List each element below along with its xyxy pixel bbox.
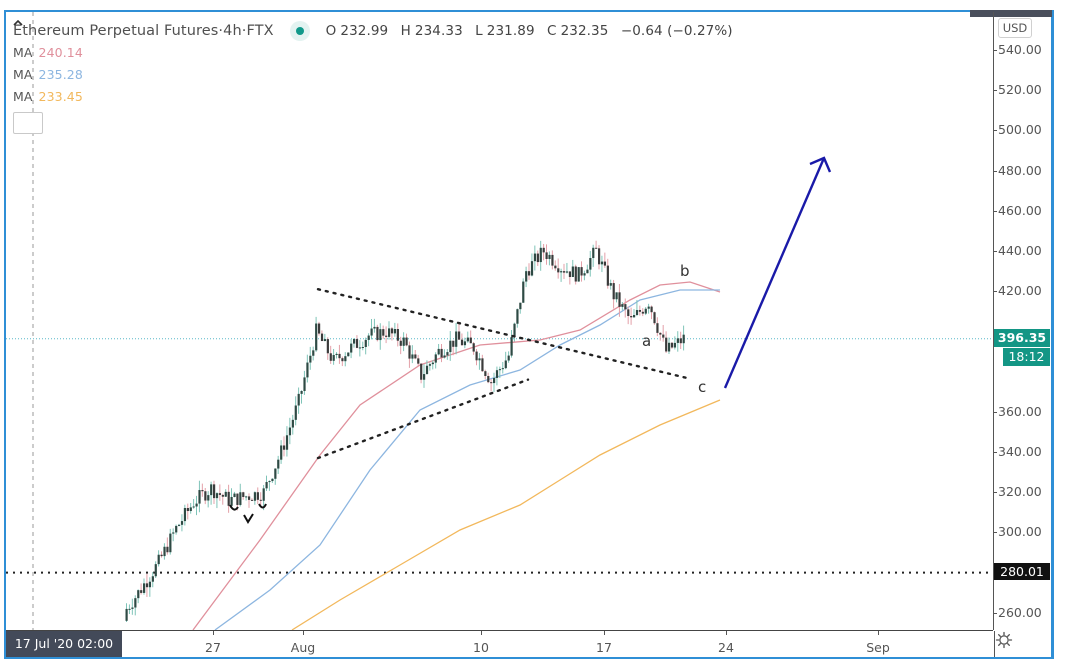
moving-average-line-3[interactable] <box>291 399 721 630</box>
indicator-value: 233.45 <box>38 89 83 104</box>
close-value: 232.35 <box>560 23 609 39</box>
arrow-head-icon <box>809 156 832 173</box>
price-tick-label: 460.00 <box>993 202 1042 218</box>
time-tick <box>481 631 482 635</box>
high-label: H <box>400 23 411 39</box>
price-tick-label: 420.00 <box>993 283 1042 299</box>
separator: · <box>218 23 224 39</box>
ohlc-values: O 232.99 H 234.33 L 231.89 C 232.35 −0.64 (−… <box>326 23 737 39</box>
top-toolbar-strip <box>970 10 1052 17</box>
chart-plot-area[interactable] <box>6 12 993 630</box>
symbol-name[interactable]: Ethereum Perpetual Futures <box>13 23 219 39</box>
separator: · <box>241 23 247 39</box>
current-price-tag: 396.35 <box>994 329 1050 347</box>
time-tick <box>604 631 605 635</box>
indicator-label: MA <box>13 89 33 104</box>
currency-label[interactable]: USD <box>998 18 1032 38</box>
time-tick-label: 17 <box>596 640 612 655</box>
bar-countdown-tag: 18:12 <box>1003 348 1050 366</box>
time-tick-label: Aug <box>290 640 316 655</box>
candlestick-chart[interactable] <box>6 12 993 630</box>
price-tick-label: 360.00 <box>993 403 1042 419</box>
moving-average-line-2[interactable] <box>214 289 720 630</box>
time-tick <box>726 631 727 635</box>
low-value: 231.89 <box>486 23 535 39</box>
chevron-up-icon <box>13 20 23 26</box>
time-tick-label: 27 <box>205 640 221 655</box>
candles[interactable] <box>125 240 685 623</box>
indicator-ma-3[interactable]: MA 233.45 <box>13 86 737 108</box>
time-axis[interactable]: 27 Aug 10 17 24 Sep <box>6 630 993 658</box>
triangle-upper-trendline[interactable] <box>316 287 687 379</box>
price-tick-label: 480.00 <box>993 162 1042 178</box>
hand-drawn-mark-3 <box>258 503 267 509</box>
horizontal-level-tag: 280.01 <box>994 563 1050 580</box>
chart-frame <box>4 10 1054 659</box>
moving-average-line-1[interactable] <box>192 281 721 630</box>
price-tick-label: 260.00 <box>993 604 1042 620</box>
collapse-legend-button[interactable] <box>13 20 43 134</box>
price-axis[interactable]: 540.00 520.00 500.00 480.00 460.00 440.00 420.… <box>993 12 1052 630</box>
market-status-icon <box>289 21 310 41</box>
low-label: L <box>475 23 483 39</box>
wave-label-b: b <box>680 262 690 280</box>
time-tick <box>303 631 304 635</box>
hand-drawn-mark-1 <box>229 504 239 511</box>
time-tick-label: 10 <box>473 640 489 655</box>
time-tick <box>213 631 214 635</box>
high-value: 234.33 <box>414 23 463 39</box>
indicator-label: MA <box>13 67 33 82</box>
time-tick <box>878 631 879 635</box>
wave-label-c: c <box>698 378 707 396</box>
price-tick-label: 500.00 <box>993 122 1042 138</box>
chart-settings-button[interactable] <box>994 631 1052 657</box>
close-label: C <box>547 23 557 39</box>
indicator-ma-1[interactable]: MA 240.14 <box>13 42 737 64</box>
price-tick-label: 540.00 <box>993 42 1042 57</box>
triangle-lower-trendline[interactable] <box>316 378 530 460</box>
price-tick-label: 300.00 <box>993 524 1042 540</box>
change-value: −0.64 (−0.27%) <box>620 23 733 39</box>
projection-arrow[interactable] <box>723 157 826 389</box>
wave-label-a: a <box>642 332 652 350</box>
time-tick-label: Sep <box>866 640 890 655</box>
price-tick-label: 520.00 <box>993 82 1042 98</box>
open-value: 232.99 <box>340 23 389 39</box>
indicator-ma-2[interactable]: MA 235.28 <box>13 64 737 86</box>
time-tick-label: 24 <box>718 640 734 655</box>
exchange: FTX <box>246 23 274 39</box>
price-tick-label: 320.00 <box>993 484 1042 500</box>
price-tick-label: 340.00 <box>993 444 1042 459</box>
crosshair-time-label: 17 Jul '20 02:00 <box>6 631 122 657</box>
hand-drawn-mark-2 <box>243 513 254 524</box>
gear-icon <box>995 631 1013 649</box>
indicator-value: 235.28 <box>38 67 83 82</box>
interval[interactable]: 4h <box>223 23 242 39</box>
indicator-label: MA <box>13 45 33 60</box>
indicator-value: 240.14 <box>38 45 83 60</box>
price-tick-label: 440.00 <box>993 243 1042 258</box>
open-label: O <box>325 23 337 39</box>
